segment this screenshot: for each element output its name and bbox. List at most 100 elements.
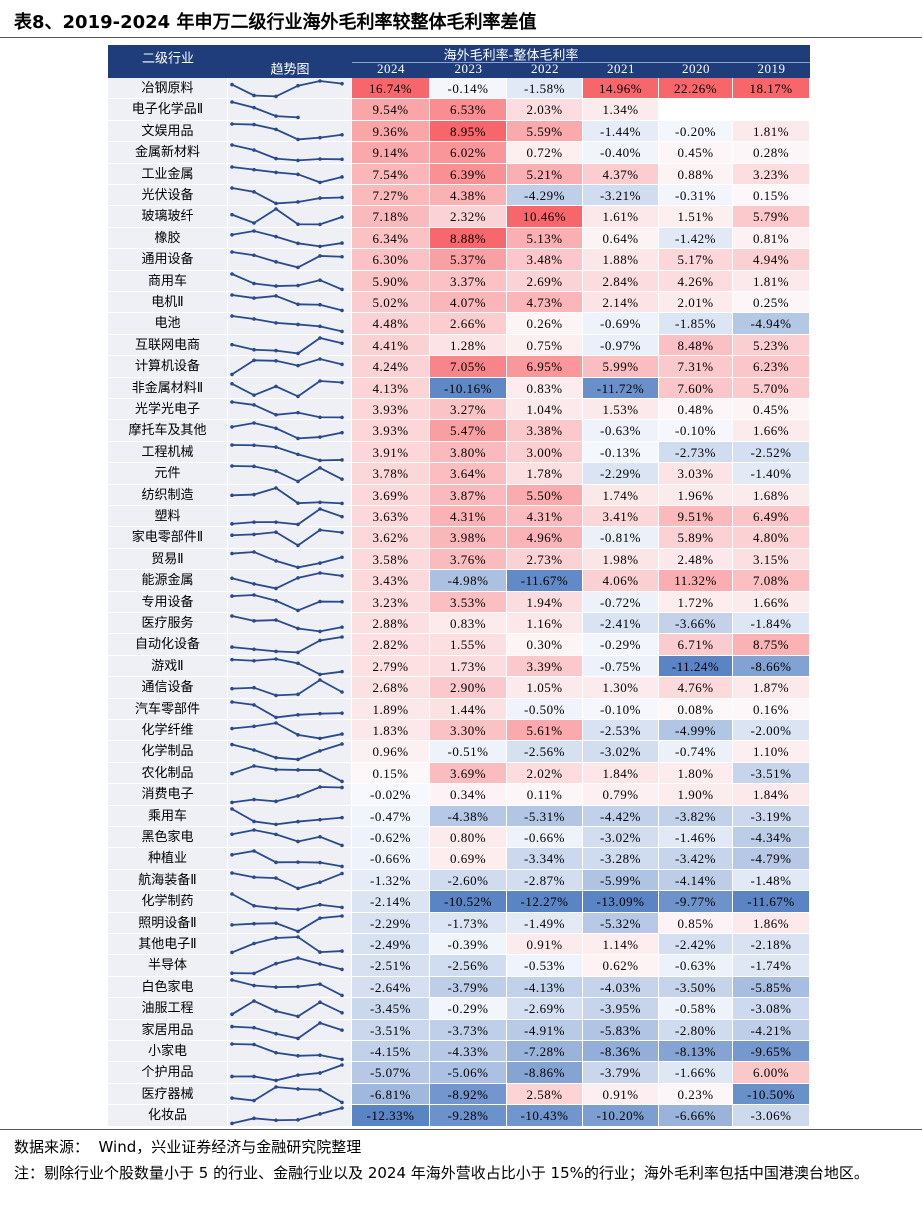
trend-cell xyxy=(228,99,352,121)
trend-cell xyxy=(228,891,352,913)
value-cell: 1.87% xyxy=(733,677,810,699)
value-cell: -11.67% xyxy=(507,570,583,592)
footer-rule xyxy=(0,1129,922,1130)
value-cell: -4.33% xyxy=(430,1041,507,1063)
value-cell: -0.66% xyxy=(507,827,583,849)
industry-name: 家电零部件Ⅱ xyxy=(108,527,228,549)
trend-point xyxy=(340,341,344,345)
value-label: 4.26% xyxy=(677,273,714,289)
value-label: 1.86% xyxy=(752,915,790,931)
sparkline xyxy=(230,271,344,291)
trend-point xyxy=(230,551,234,556)
trend-point xyxy=(318,135,322,140)
value-label: -12.33% xyxy=(366,1108,415,1124)
industry-name: 电池 xyxy=(108,313,228,335)
value-label: 0.45% xyxy=(752,402,790,417)
value-cell xyxy=(659,99,733,121)
value-cell: -13.09% xyxy=(583,891,659,913)
trend-point xyxy=(274,1031,278,1036)
trend-cell xyxy=(228,420,352,442)
value-label: -3.34% xyxy=(524,851,565,867)
value-cell xyxy=(733,99,810,121)
trend-line xyxy=(231,1021,343,1039)
value-label: 14.96% xyxy=(598,81,643,96)
trend-point xyxy=(230,232,234,237)
trend-point xyxy=(230,743,234,747)
trend-point xyxy=(230,121,234,126)
value-cell: 5.47% xyxy=(430,420,507,442)
trend-line xyxy=(231,208,343,226)
value-cell: -2.14% xyxy=(352,891,430,913)
trend-point xyxy=(340,255,344,259)
sparkline xyxy=(230,357,344,377)
value-cell: -4.34% xyxy=(733,827,810,849)
trend-point xyxy=(274,799,278,804)
trend-point xyxy=(340,574,344,578)
header-rule xyxy=(352,62,810,63)
value-label: 5.13% xyxy=(526,230,563,246)
sparkline xyxy=(230,913,344,933)
trend-point xyxy=(318,378,322,383)
industry-name: 商用车 xyxy=(108,270,228,292)
trend-point xyxy=(230,381,234,386)
industry-name: 化妆品 xyxy=(108,1105,228,1127)
value-cell: 1.61% xyxy=(583,206,659,228)
trend-point xyxy=(274,693,278,698)
value-label: 0.91% xyxy=(526,937,563,952)
value-cell: -1.44% xyxy=(583,120,659,143)
value-label: 0.62% xyxy=(602,958,639,974)
trend-point xyxy=(340,415,344,420)
value-label: -1.66% xyxy=(675,1065,716,1081)
trend-point xyxy=(296,158,300,163)
value-label: -8.13% xyxy=(675,1044,716,1059)
trend-point xyxy=(252,904,256,908)
trend-point xyxy=(296,115,300,120)
value-cell: 2.14% xyxy=(583,292,659,314)
trend-point xyxy=(274,832,278,837)
sparkline xyxy=(230,1042,344,1062)
value-label: -0.58% xyxy=(675,1001,716,1017)
trend-point xyxy=(340,514,344,519)
trend-point xyxy=(340,625,344,629)
value-label: -0.74% xyxy=(675,744,716,760)
trend-cell xyxy=(228,762,352,785)
value-label: -1.46% xyxy=(675,830,716,845)
value-cell: -5.07% xyxy=(352,1062,430,1084)
value-label: 7.05% xyxy=(449,359,487,375)
value-label: -2.29% xyxy=(370,915,411,931)
value-label: -0.51% xyxy=(447,744,489,760)
trend-point xyxy=(274,114,278,119)
value-label: -2.53% xyxy=(600,723,641,738)
trend-line xyxy=(231,636,343,654)
value-label: 1.55% xyxy=(449,637,487,653)
trend-point xyxy=(296,626,300,631)
value-label: 3.03% xyxy=(677,466,714,482)
sparkline xyxy=(230,614,344,634)
trend-line xyxy=(231,144,343,162)
value-label: -2.56% xyxy=(524,744,565,760)
value-cell: 18.17% xyxy=(733,78,810,100)
value-cell: 3.43% xyxy=(352,570,430,592)
value-label: 8.88% xyxy=(449,230,487,246)
value-cell: 1.73% xyxy=(430,655,507,678)
sparkline xyxy=(230,935,344,955)
trend-point xyxy=(230,464,234,468)
trend-line xyxy=(231,443,343,462)
value-label: 1.73% xyxy=(449,658,487,674)
trend-cell xyxy=(228,934,352,956)
trend-point xyxy=(318,785,322,789)
value-label: 5.50% xyxy=(526,487,563,503)
sparkline xyxy=(230,892,344,912)
sparkline xyxy=(230,293,344,313)
trend-point xyxy=(252,921,256,926)
trend-point xyxy=(230,892,234,896)
trend-point xyxy=(340,157,344,162)
value-label: -2.00% xyxy=(750,723,792,738)
value-cell: 16.74% xyxy=(352,78,430,100)
value-label: -3.82% xyxy=(675,808,716,824)
value-label: 1.78% xyxy=(526,466,563,482)
value-label: -1.74% xyxy=(750,958,792,974)
value-label: 0.80% xyxy=(449,830,487,845)
trend-point xyxy=(274,426,278,431)
